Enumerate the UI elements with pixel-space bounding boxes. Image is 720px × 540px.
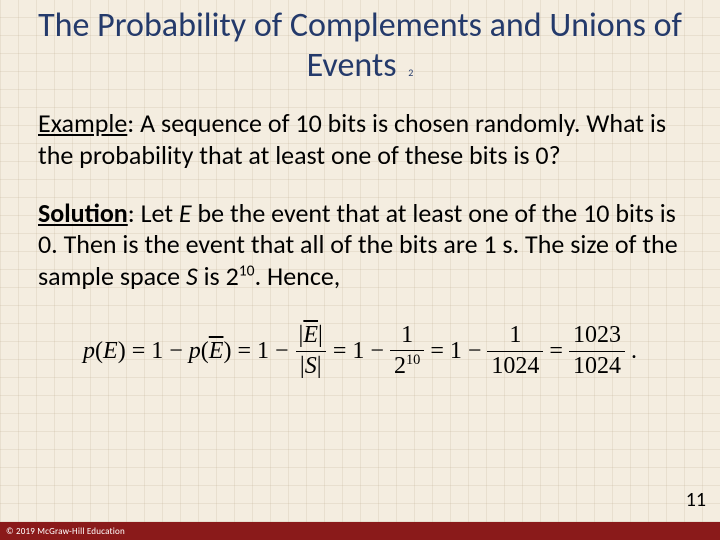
frac3-num: 1 [505, 323, 525, 350]
formula-frac4: 1023 1024 [569, 323, 625, 378]
formula-eq2: = [237, 338, 251, 365]
solution-var-e: E [179, 197, 192, 229]
frac1-num-close: | [318, 322, 323, 348]
formula-period: . [631, 338, 637, 365]
formula-open1: ( [95, 338, 103, 364]
formula-minus1: − [169, 338, 183, 365]
solution-label: Solution [38, 197, 128, 229]
slide-title: The Probability of Complements and Union… [0, 0, 720, 86]
solution-paragraph: Solution: Let E be the event that at lea… [0, 198, 720, 293]
solution-exp: 10 [239, 261, 255, 280]
frac3-den: 1024 [487, 351, 543, 379]
frac1-den-S: S [305, 353, 317, 379]
formula-minus4: − [468, 338, 482, 365]
formula-one3: 1 [352, 338, 364, 365]
solution-var-s: S [186, 260, 198, 292]
formula-eq1: = [132, 338, 146, 365]
frac4-num: 1023 [569, 323, 625, 350]
formula-eq5: = [549, 338, 563, 365]
formula-Ebar: E [209, 338, 224, 364]
page-number: 11 [686, 488, 706, 512]
formula-close2: ) [223, 338, 231, 364]
formula-one2: 1 [257, 338, 269, 365]
formula-open2: ( [201, 338, 209, 364]
formula-one4: 1 [450, 338, 462, 365]
frac2-den-exp: 10 [406, 352, 420, 368]
formula-frac3: 1 1024 [487, 323, 543, 378]
formula-close1: ) [118, 338, 126, 364]
formula-frac2: 1 210 [390, 323, 424, 379]
example-body: : A sequence of 10 bits is chosen random… [38, 107, 666, 171]
frac2-den-base: 2 [394, 353, 406, 379]
example-paragraph: Example: A sequence of 10 bits is chosen… [0, 108, 720, 171]
solution-pre-e: : Let [128, 197, 179, 229]
frac1-num-E: E [303, 322, 318, 348]
formula-p2: p [189, 338, 201, 364]
solution-tail: . Hence, [255, 260, 341, 292]
formula-eq3: = [333, 338, 347, 365]
formula-minus2: − [275, 338, 289, 365]
formula-E1: E [103, 338, 118, 364]
copyright-footer: © 2019 McGraw-Hill Education [0, 522, 720, 540]
frac2-num: 1 [397, 323, 417, 350]
formula-p1: p [83, 338, 95, 364]
formula-eq4: = [430, 338, 444, 365]
example-label: Example [38, 107, 127, 139]
frac1-den-close: | [317, 353, 322, 379]
title-subscript: 2 [408, 66, 413, 79]
frac4-den: 1024 [569, 351, 625, 379]
formula-frac1: |E| |S| [295, 323, 327, 378]
title-text: The Probability of Complements and Union… [38, 5, 682, 86]
footer-text: © 2019 McGraw-Hill Education [6, 526, 125, 537]
formula-equation: p(E) = 1 − p(E) = 1 − |E| |S| = 1 − 1 21… [0, 323, 720, 379]
formula-one1: 1 [151, 338, 163, 365]
solution-mid2: is 2 [198, 260, 239, 292]
formula-minus3: − [370, 338, 384, 365]
